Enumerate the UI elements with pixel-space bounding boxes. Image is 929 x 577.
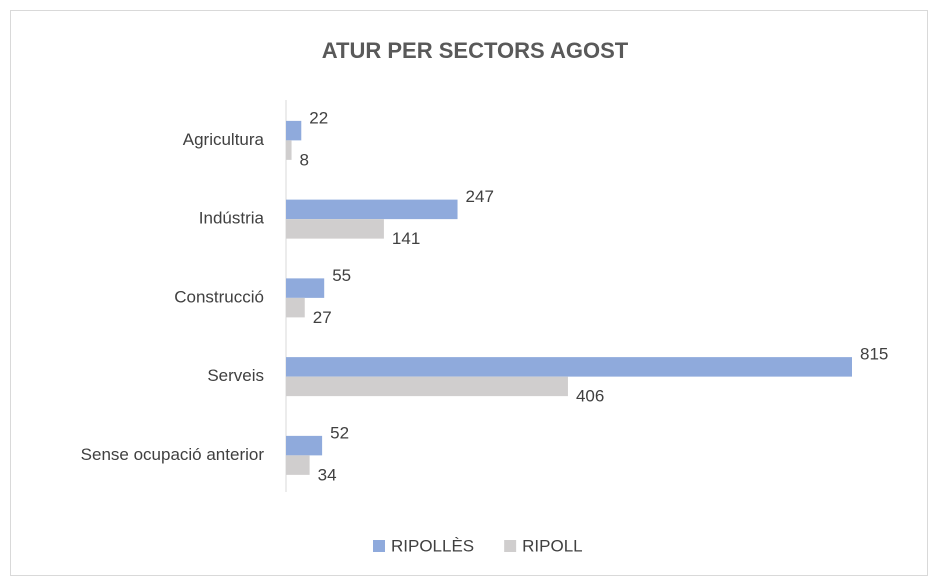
legend-label: RIPOLLÈS — [391, 536, 474, 555]
bar — [286, 297, 305, 318]
bar — [286, 219, 384, 239]
legend-swatch — [504, 540, 517, 552]
bar — [286, 435, 323, 456]
data-label: 52 — [330, 423, 349, 442]
bar — [286, 376, 568, 397]
legend-label: RIPOLL — [522, 536, 582, 555]
data-label: 55 — [332, 266, 351, 285]
legend-swatch — [373, 540, 385, 552]
data-label: 22 — [309, 108, 328, 127]
data-label: 34 — [318, 465, 337, 484]
y-tick-label: Indústria — [199, 209, 265, 228]
y-tick-label: Construcció — [174, 287, 264, 306]
data-label: 141 — [392, 229, 420, 248]
bar — [286, 120, 302, 141]
y-tick-label: Sense ocupació anterior — [81, 445, 265, 464]
y-tick-label: Agricultura — [183, 130, 265, 149]
bar — [286, 199, 458, 220]
data-label: 406 — [576, 387, 604, 406]
data-label: 27 — [313, 308, 332, 327]
data-label: 815 — [860, 345, 888, 364]
data-label: 247 — [466, 187, 494, 206]
bar — [286, 357, 852, 377]
data-label: 8 — [300, 150, 309, 169]
chart-title: ATUR PER SECTORS AGOST — [322, 38, 629, 63]
chart-frame — [10, 10, 928, 576]
bar — [286, 278, 325, 298]
bar — [286, 455, 310, 475]
bar — [286, 140, 292, 160]
y-tick-label: Serveis — [207, 366, 264, 385]
